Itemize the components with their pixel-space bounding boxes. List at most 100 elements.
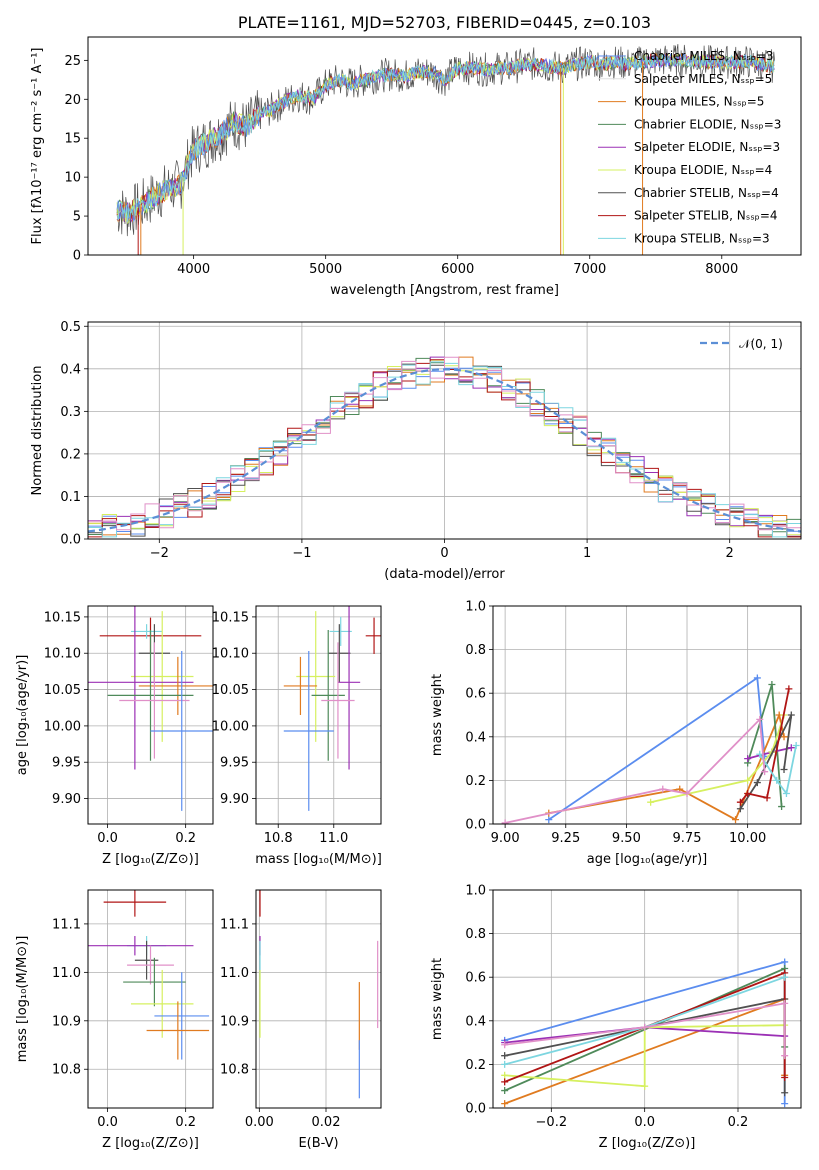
axes-frame [492,605,802,825]
weight-marker [641,1023,649,1031]
weight-line-salpeter_stelib [739,688,790,803]
y-axis-label: mass weight [430,674,445,756]
plot-area [116,44,775,255]
weight-marker [781,958,789,966]
weight-line-kroupa_stelib [759,745,797,796]
x-axis-label: wavelength [Angstrom, rest frame] [330,283,559,298]
x-tick-label: 8000 [705,262,738,277]
x-tick-label: 4000 [177,262,210,277]
y-tick-label: 9.95 [220,756,249,771]
legend-label: Kroupa STELIB, Nₛₛₚ=3 [634,231,770,245]
y-axis-label: mass weight [430,958,445,1040]
y-tick-label: 11.0 [220,966,249,981]
x-tick-label: 0.2 [175,1115,196,1130]
weight-marker [781,1073,789,1081]
weight-marker [768,680,776,688]
weight-marker [744,776,752,784]
y-tick-label: 0.2 [465,1058,486,1073]
y-tick-label: 0.6 [465,971,486,986]
plot-area [259,890,379,1099]
legend-label: Chabrier STELIB, Nₛₛₚ=4 [634,186,779,200]
legend-label: Chabrier MILES, Nₛₛₚ=3 [634,49,774,63]
plot-area [88,606,213,811]
y-tick-label: 9.90 [220,792,249,807]
weight-marker [501,1087,509,1095]
legend-label: Kroupa ELODIE, Nₛₛₚ=4 [634,163,772,177]
y-tick-label: 0.2 [60,447,81,462]
weight-marker [773,776,781,784]
weight-line-chabrier_stelib [739,714,793,810]
weight-marker [641,1082,649,1090]
weight-marker [744,755,752,763]
plot-area [501,958,789,1108]
weight-marker [756,715,764,723]
x-axis-label: E(B-V) [298,1136,338,1151]
legend-label: Salpeter ELODIE, Nₛₛₚ=3 [634,140,780,154]
x-axis-label: age [log₁₀(age/yr)] [587,852,708,867]
y-tick-label: 5 [73,210,81,225]
x-axis-label: Z [log₁₀(Z/Z⊙)] [102,1136,199,1151]
x-tick-label: 5000 [309,262,342,277]
weight-marker [501,1060,509,1068]
weight-marker [736,798,744,806]
legend: Chabrier MILES, Nₛₛₚ=3 Salpeter MILES, Nₛ… [598,49,781,245]
weight-marker [753,674,761,682]
weight-marker [781,973,789,981]
x-tick-label: 0.00 [245,1115,274,1130]
y-tick-label: 0.8 [465,927,486,942]
y-axis-label: age [log₁₀(age/yr)] [15,655,30,776]
y-tick-label: 9.90 [52,792,81,807]
weight-marker [501,1052,509,1060]
weight-marker [781,999,789,1007]
y-tick-label: 1.0 [465,884,486,899]
x-tick-label: 7000 [573,262,606,277]
normal-curve [88,368,801,533]
x-tick-label: 2 [726,546,734,561]
weight-marker [744,789,752,797]
x-tick-label: 1 [583,546,591,561]
y-tick-label: 0.3 [60,405,81,420]
y-tick-label: 10.10 [44,647,81,662]
weight-marker [787,711,795,719]
axes-frame [492,889,802,1109]
histogram-pink [88,356,801,539]
weight-marker [781,1100,789,1108]
weight-line-kroupa_elodie [650,714,785,804]
plot-area [283,606,381,811]
weight-marker [683,789,691,797]
y-tick-label: 10.15 [212,610,249,625]
weight-marker [782,789,790,797]
chart-title: PLATE=1161, MJD=52703, FIBERID=0445, z=0… [238,13,651,32]
x-tick-label: 9.75 [673,831,702,846]
weight-marker [792,742,800,750]
y-axis-label: mass [log₁₀(M/M⊙)] [15,936,30,1063]
axes-frame [87,605,214,825]
y-tick-label: 0.0 [60,533,81,548]
weight-marker [780,733,788,741]
y-tick-label: 0.2 [465,774,486,789]
y-tick-label: 0.4 [465,1014,486,1029]
y-tick-label: 1.0 [465,600,486,615]
axes-frame [255,889,382,1109]
y-tick-label: 10.05 [212,683,249,698]
chart-mass_vs_z: 0.0 0.2 10.8 10.9 11.0 11.1 Z [log₁₀(Z/Z⊙)] mas… [15,889,214,1151]
y-tick-label: 10.8 [220,1063,249,1078]
plot-area [501,674,800,824]
y-tick-label: 0.4 [465,730,486,745]
spectrum-line-kroupa_stelib [116,54,775,223]
y-tick-label: 20 [64,93,81,108]
weight-line-kroupa_elodie [504,1024,785,1088]
plot-area [88,890,210,1060]
x-tick-label: 0.2 [175,831,196,846]
y-tick-label: 0.1 [60,490,81,505]
x-tick-label: 0 [440,546,448,561]
weight-marker [647,798,655,806]
y-tick-label: 10.8 [52,1063,81,1078]
legend-label: Salpeter MILES, Nₛₛₚ=5 [634,72,772,86]
y-axis-label: Flux [fλ10⁻¹⁷ erg cm⁻² s⁻¹ A⁻¹] [30,48,45,245]
legend-label: Salpeter STELIB, Nₛₛₚ=4 [634,209,778,223]
axes-frame [87,889,214,1109]
y-tick-label: 0.8 [465,643,486,658]
y-axis-label: Normed distribution [30,366,45,496]
legend-label: Chabrier ELODIE, Nₛₛₚ=3 [634,117,781,131]
